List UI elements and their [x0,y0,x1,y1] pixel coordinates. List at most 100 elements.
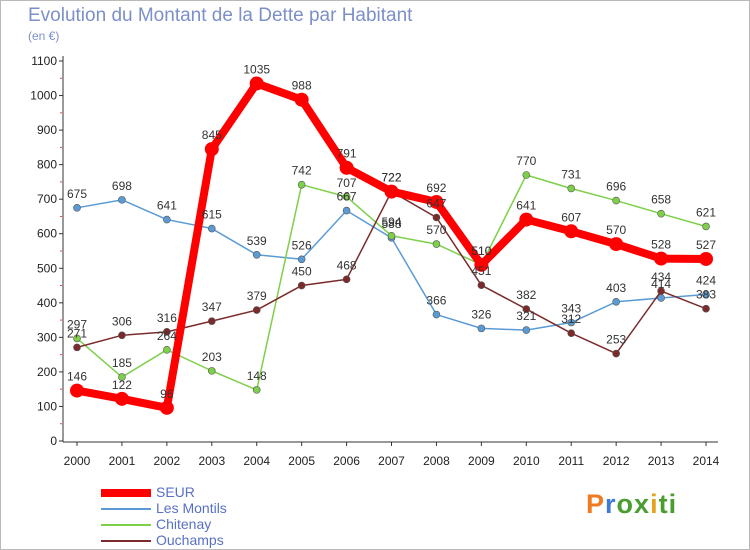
x-tick-label: 2011 [558,454,584,468]
data-point [474,257,489,272]
data-point [477,324,486,333]
data-point [384,184,399,199]
y-tick-label: 1000 [30,89,57,103]
data-label: 570 [606,223,626,237]
y-tick-label: 700 [37,192,57,206]
data-label: 667 [337,190,357,204]
data-point [339,160,354,175]
data-label: 615 [202,208,222,222]
y-tick-label: 600 [37,227,57,241]
legend-label: Les Montils [156,500,227,516]
data-point [567,329,576,338]
data-point [159,400,174,415]
y-tick-label: 800 [37,158,57,172]
data-label: 366 [426,294,446,308]
data-label: 658 [651,193,671,207]
data-label: 321 [516,309,536,323]
y-tick-label: 300 [37,330,57,344]
data-point [612,196,620,205]
data-label: 621 [696,205,716,219]
data-point [252,306,261,314]
data-label: 731 [561,167,581,181]
y-tick-label: 1100 [31,54,57,68]
data-point [163,215,171,224]
data-point [207,367,216,375]
data-point [70,383,84,398]
legend-swatch [101,540,151,542]
data-point [114,391,129,406]
x-tick-label: 2004 [243,454,270,468]
data-label: 434 [651,270,671,284]
data-label: 326 [471,307,491,321]
data-point [294,92,309,107]
data-label: 122 [112,378,132,392]
x-tick-label: 2010 [513,454,540,468]
data-point [564,224,579,239]
data-label: 148 [247,369,267,383]
data-point [522,326,531,334]
data-point [118,331,126,340]
y-tick-label: 900 [37,123,57,137]
data-label: 297 [67,317,87,331]
data-label: 647 [426,196,446,210]
data-label: 675 [67,187,87,201]
data-point [609,237,624,252]
data-label: 264 [157,329,177,343]
data-label: 742 [292,164,312,178]
x-tick-label: 2012 [603,454,630,468]
data-point [297,281,306,290]
data-label: 203 [202,350,222,364]
data-label: 403 [606,281,626,295]
legend-label: Ouchamps [156,532,224,548]
data-point [699,251,714,266]
data-point [207,317,216,325]
legend-swatch [101,508,151,510]
chart-subtitle: (en €) [28,29,60,43]
data-label: 253 [606,333,626,347]
legend-label: Chitenay [156,516,212,532]
y-tick-label: 200 [37,365,57,379]
x-tick-label: 2013 [648,454,675,468]
y-tick-label: 0 [50,434,57,448]
data-point [522,305,531,313]
data-point [297,180,306,189]
data-label: 316 [157,311,177,325]
data-point [432,310,441,319]
series-seur [70,76,714,415]
data-point [252,251,261,259]
data-label: 570 [426,223,446,237]
chart-title: Evolution du Montant de la Dette par Hab… [28,5,413,26]
data-point [342,192,351,201]
data-point [163,345,171,354]
data-label: 692 [426,181,446,195]
line-chart: 0 100 200 300 400 500 600 700 800 900 1000 1100 2000… [30,54,719,468]
y-tick-label: 500 [37,261,57,275]
data-label: 185 [112,356,132,370]
data-point [522,171,531,179]
data-label: 450 [292,265,312,279]
data-label: 379 [247,289,267,303]
data-point [702,290,710,299]
x-tick-label: 2002 [154,454,181,468]
data-point [207,224,216,233]
data-label: 526 [292,238,312,252]
y-tick-label: 100 [37,399,57,413]
data-label: 312 [561,312,581,326]
data-label: 770 [516,154,536,168]
x-tick-label: 2001 [109,454,136,468]
data-point [342,206,351,215]
x-tick-label: 2000 [64,454,91,468]
data-point [657,287,665,295]
data-label: 527 [696,238,716,252]
data-point [204,142,219,157]
x-tick-label: 2003 [198,454,225,468]
data-point [118,373,126,381]
data-label: 271 [67,326,87,340]
data-label: 641 [516,199,536,213]
data-label: 707 [337,176,357,190]
data-label: 528 [651,238,671,252]
data-label: 383 [696,288,716,302]
data-point [429,194,444,209]
data-label: 468 [337,258,357,272]
data-point [654,251,669,266]
